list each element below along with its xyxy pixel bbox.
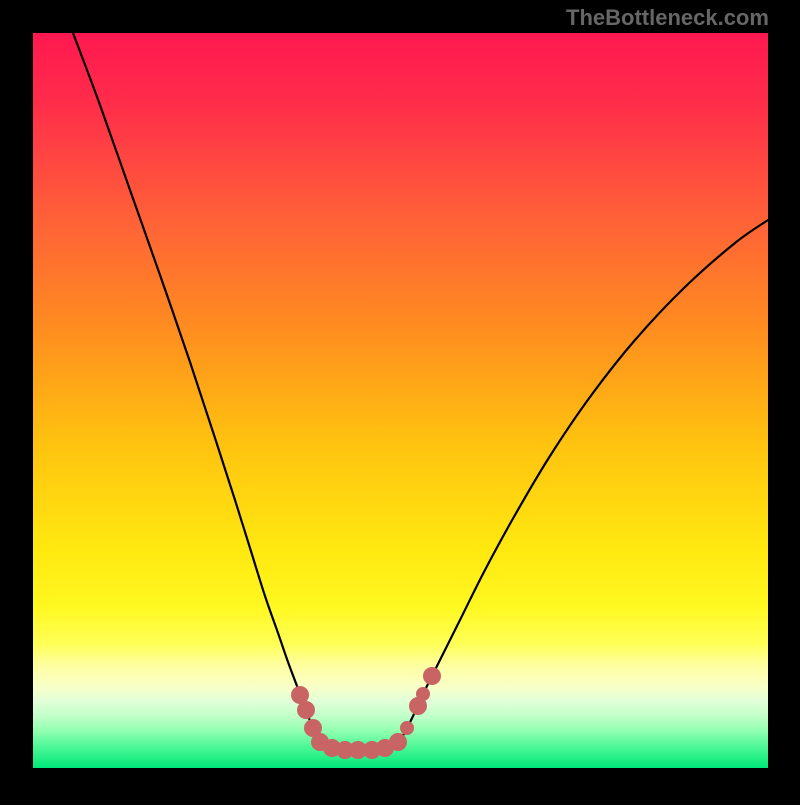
valley-marker [416, 687, 430, 701]
valley-marker [400, 721, 414, 735]
plot-gradient-background [33, 33, 768, 768]
watermark-text: TheBottleneck.com [566, 5, 769, 31]
valley-marker [423, 667, 441, 685]
chart-svg [0, 0, 800, 800]
valley-marker [297, 701, 315, 719]
valley-marker [389, 733, 407, 751]
bottleneck-chart [0, 0, 800, 805]
